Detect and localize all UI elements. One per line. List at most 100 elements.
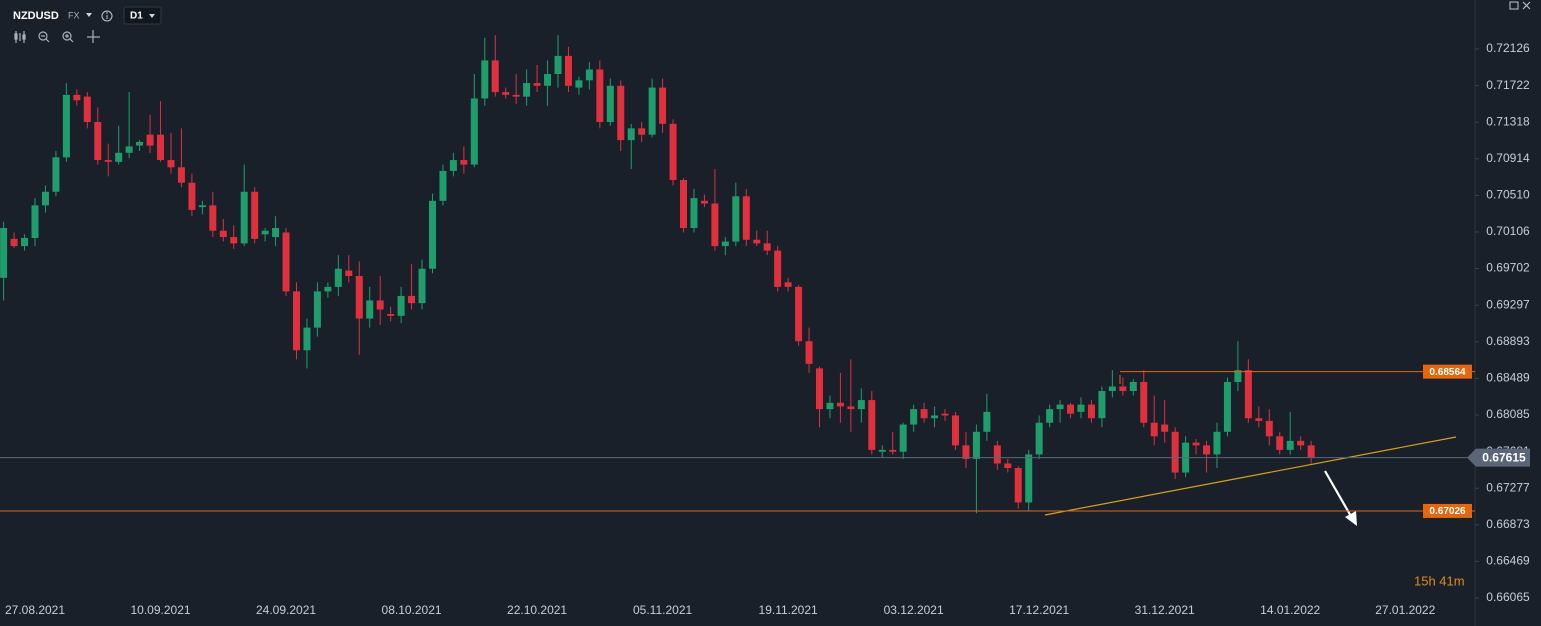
candle-body — [1307, 445, 1315, 458]
y-tick-label: 0.67277 — [1486, 480, 1530, 494]
candle-body — [230, 237, 238, 244]
x-tick-label: 08.10.2021 — [382, 603, 442, 617]
candle-body — [638, 128, 646, 135]
info-circle — [101, 10, 113, 22]
candle-body — [596, 69, 604, 123]
candle-body — [219, 230, 227, 238]
crosshair-tool[interactable] — [87, 30, 100, 43]
timeframe: D1 — [130, 11, 143, 22]
candle-body — [83, 96, 91, 123]
candle-body — [564, 55, 572, 86]
candle-body — [502, 92, 510, 95]
zoom-out-tool[interactable] — [38, 31, 50, 43]
candle-body — [62, 94, 70, 158]
candle-body — [177, 167, 185, 183]
candle-body — [1014, 468, 1022, 503]
candle-body — [470, 98, 478, 165]
candle-body — [251, 191, 259, 239]
candle-body — [1223, 381, 1231, 432]
direction-arrow[interactable] — [1324, 470, 1357, 526]
y-tick-label: 0.68893 — [1486, 334, 1530, 348]
candle-body — [721, 241, 729, 247]
candle-body — [1244, 370, 1252, 419]
last-price-label: 0.67615 — [1482, 450, 1526, 464]
candle-body — [1087, 404, 1095, 419]
timeframe-box[interactable] — [123, 6, 162, 25]
candle-body — [512, 94, 520, 97]
candle-body — [1161, 424, 1169, 432]
candle-body — [491, 60, 499, 93]
y-tick-label: 0.69702 — [1486, 261, 1530, 275]
close-icon[interactable] — [1522, 1, 1531, 10]
candle-body — [847, 406, 855, 410]
candle-body — [1077, 404, 1085, 412]
candle-body — [324, 286, 332, 292]
candle-body — [1046, 409, 1054, 423]
candle-body — [544, 74, 552, 86]
candle-body — [240, 191, 248, 244]
symbol[interactable]: NZDUSD — [13, 10, 59, 22]
candle-body — [115, 152, 123, 162]
chart-type-tool[interactable] — [14, 31, 26, 43]
candle-body — [857, 400, 865, 410]
candle-body — [1255, 418, 1263, 421]
candle-body — [920, 409, 928, 419]
zoom-in-tool[interactable] — [62, 31, 74, 43]
candle-body — [125, 146, 133, 153]
candle-body — [418, 268, 426, 304]
plot — [0, 35, 1315, 514]
x-tick-label: 14.01.2022 — [1260, 603, 1320, 617]
candle-body — [1140, 381, 1148, 423]
info-icon[interactable] — [101, 10, 113, 22]
candle-body — [910, 409, 918, 425]
candle-body — [1234, 370, 1242, 382]
x-tick-label: 19.11.2021 — [759, 603, 818, 617]
y-tick-label: 0.71722 — [1486, 78, 1530, 92]
candle-body — [836, 402, 844, 407]
candle-body — [334, 268, 342, 287]
arrow-head — [1345, 511, 1357, 526]
symbol-dropdown[interactable] — [86, 13, 92, 17]
candle-body — [680, 179, 688, 228]
candle-body — [408, 295, 416, 304]
candle-body — [1067, 404, 1075, 414]
timeframe-dropdown[interactable] — [149, 14, 155, 18]
candle-body — [659, 87, 667, 124]
candle-body — [533, 83, 541, 86]
candle-body — [376, 300, 384, 310]
candle-body — [816, 368, 823, 410]
candle-body — [669, 123, 677, 180]
candle-body — [31, 205, 39, 238]
candle-body — [73, 94, 81, 101]
candle-body — [345, 270, 353, 276]
last-price-flag — [1467, 448, 1530, 467]
candle-body — [763, 243, 771, 251]
bar-countdown: 15h 41m — [1414, 573, 1465, 588]
candle-body — [1056, 404, 1064, 410]
candle-body — [1150, 422, 1158, 437]
level-label-box — [1423, 503, 1472, 518]
arrow-shaft — [1324, 470, 1353, 519]
candle-body — [585, 69, 593, 81]
candle-body — [198, 205, 206, 208]
candle-body — [313, 291, 321, 328]
x-tick-label: 03.12.2021 — [884, 603, 944, 617]
candle-body — [293, 291, 300, 351]
candle-body — [1286, 440, 1294, 450]
trend-line[interactable] — [1044, 436, 1457, 516]
candle-body — [428, 200, 436, 269]
candle-body — [1213, 431, 1221, 455]
y-tick-label: 0.66469 — [1486, 554, 1530, 568]
candle-body — [41, 191, 49, 206]
candle-body — [94, 122, 102, 161]
y-tick-label: 0.70510 — [1486, 188, 1530, 202]
candle-body — [157, 134, 165, 161]
level-label: 0.68564 — [1429, 367, 1466, 378]
candle-body — [993, 445, 1001, 464]
candle-body — [617, 85, 625, 141]
candle-body — [52, 157, 60, 192]
maximize-icon[interactable] — [1509, 1, 1519, 10]
candle-body — [209, 205, 217, 231]
y-tick-label: 0.71318 — [1486, 114, 1530, 128]
